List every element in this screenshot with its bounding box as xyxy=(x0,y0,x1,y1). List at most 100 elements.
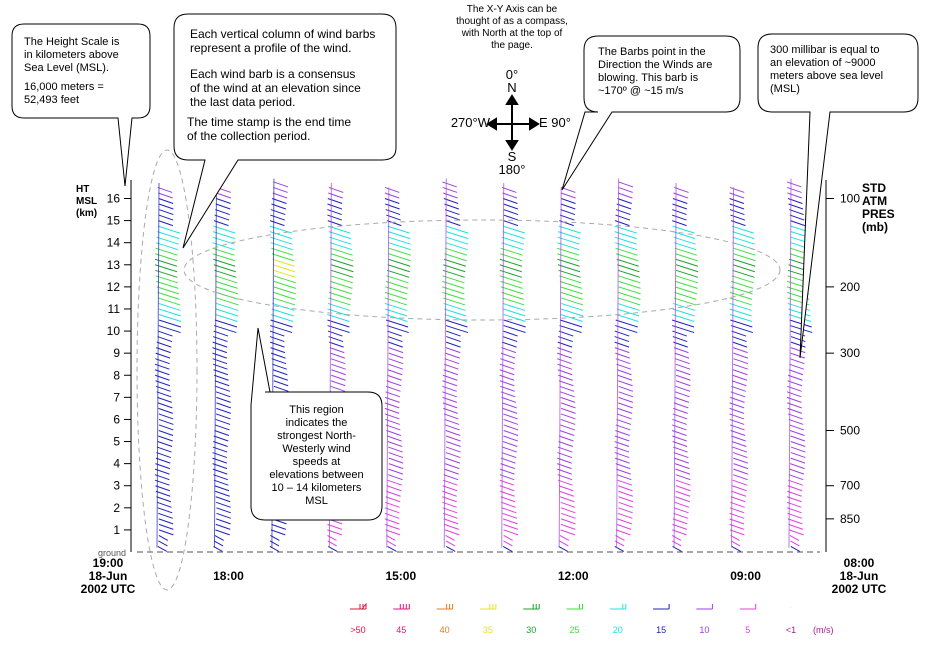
profile-shaft xyxy=(731,187,735,548)
wind-barb xyxy=(615,325,638,334)
wind-barb xyxy=(445,236,469,245)
wind-barb xyxy=(442,269,465,278)
wind-barb xyxy=(732,336,747,343)
wind-barb xyxy=(386,325,409,334)
wind-barb xyxy=(386,534,396,541)
wind-barb xyxy=(673,347,689,354)
wind-barb xyxy=(560,291,584,300)
wind-barb xyxy=(272,297,296,306)
wind-barb xyxy=(673,407,688,414)
wind-barb xyxy=(157,330,173,337)
wind-barb xyxy=(732,341,748,348)
wind-barb xyxy=(615,424,631,431)
wind-barb xyxy=(616,308,640,317)
wind-barb xyxy=(154,363,170,370)
wind-barb xyxy=(272,369,288,376)
profile-shaft xyxy=(501,183,505,548)
wind-barb xyxy=(500,490,515,497)
wind-barb xyxy=(442,479,458,486)
wind-barb xyxy=(212,352,228,359)
legend-label: <1 xyxy=(786,625,796,635)
time-start-label: 18-Jun xyxy=(89,569,128,583)
wind-barb xyxy=(330,358,346,365)
wind-barb xyxy=(560,198,576,204)
callout-line: an elevation of ~9000 xyxy=(770,57,876,69)
wind-barb xyxy=(732,452,748,459)
wind-barb xyxy=(558,225,581,234)
wind-barb xyxy=(385,286,408,295)
wind-barb xyxy=(387,336,403,343)
wind-barb xyxy=(618,286,641,295)
legend-label: 10 xyxy=(699,625,709,635)
wind-barb xyxy=(216,302,239,311)
wind-barb xyxy=(731,275,754,284)
wind-barb xyxy=(158,302,181,311)
wind-barb xyxy=(672,302,696,311)
callout-line: of the wind at an elevation since xyxy=(190,81,361,95)
wind-barb xyxy=(616,418,632,425)
wind-barb xyxy=(560,413,576,420)
wind-barb xyxy=(787,485,803,492)
wind-barb xyxy=(157,336,173,343)
wind-barb xyxy=(732,236,756,245)
wind-barb xyxy=(443,512,458,519)
time-end-label: 2002 UTC xyxy=(832,582,887,596)
wind-barb xyxy=(672,330,687,337)
wind-barb xyxy=(331,258,354,267)
legend-label: 40 xyxy=(440,625,450,635)
wind-barb xyxy=(733,463,749,470)
wind-barb xyxy=(616,258,639,267)
wind-barb xyxy=(729,198,745,204)
wind-barb xyxy=(787,512,803,519)
wind-barb xyxy=(501,501,516,508)
callout-line: meters above sea level xyxy=(770,70,884,82)
wind-barb xyxy=(442,181,457,188)
wind-barb xyxy=(214,424,230,431)
legend-swatch xyxy=(609,604,627,610)
wind-barb xyxy=(789,319,812,328)
wind-barb xyxy=(790,463,805,470)
wind-barb xyxy=(272,264,296,273)
wind-barb xyxy=(273,280,297,289)
profile-column xyxy=(557,186,584,552)
wind-barb xyxy=(557,363,573,370)
wind-barb xyxy=(672,308,695,317)
height-scale-callout-bubble xyxy=(11,23,151,187)
wind-barb xyxy=(385,424,401,431)
wind-barb xyxy=(501,341,517,348)
wind-barb xyxy=(671,534,682,541)
wind-barb xyxy=(618,391,634,398)
wind-barb xyxy=(560,203,576,210)
wind-barb xyxy=(385,319,409,328)
wind-barb xyxy=(675,253,698,262)
wind-barb xyxy=(672,220,687,227)
wind-barb xyxy=(671,325,695,334)
wind-barb xyxy=(444,529,460,536)
wind-barb xyxy=(384,192,400,199)
wind-barb xyxy=(673,507,689,514)
wind-barb xyxy=(443,369,459,376)
wind-barb xyxy=(501,347,517,354)
profile-column xyxy=(154,183,182,552)
wind-barb xyxy=(444,523,460,530)
wind-barb xyxy=(216,198,231,204)
wind-barb xyxy=(614,546,624,552)
wind-barb xyxy=(273,374,289,381)
wind-barb xyxy=(559,214,575,221)
wind-barb xyxy=(729,203,745,210)
wind-barb xyxy=(327,325,350,334)
wind-barb xyxy=(385,529,401,536)
wind-barb xyxy=(214,374,229,381)
wind-barb xyxy=(732,479,748,486)
wind-barb xyxy=(733,363,748,370)
right-axis-tick-label: 300 xyxy=(840,346,860,360)
wind-barb xyxy=(331,269,354,278)
wind-barb xyxy=(789,358,805,365)
wind-barb xyxy=(614,220,630,227)
wind-barb xyxy=(730,286,753,295)
wind-barb xyxy=(386,540,397,547)
left-axis-tick-label: 2 xyxy=(113,501,120,515)
wind-barb xyxy=(445,214,461,221)
legend-label: 25 xyxy=(569,625,579,635)
wind-barb xyxy=(387,225,410,234)
